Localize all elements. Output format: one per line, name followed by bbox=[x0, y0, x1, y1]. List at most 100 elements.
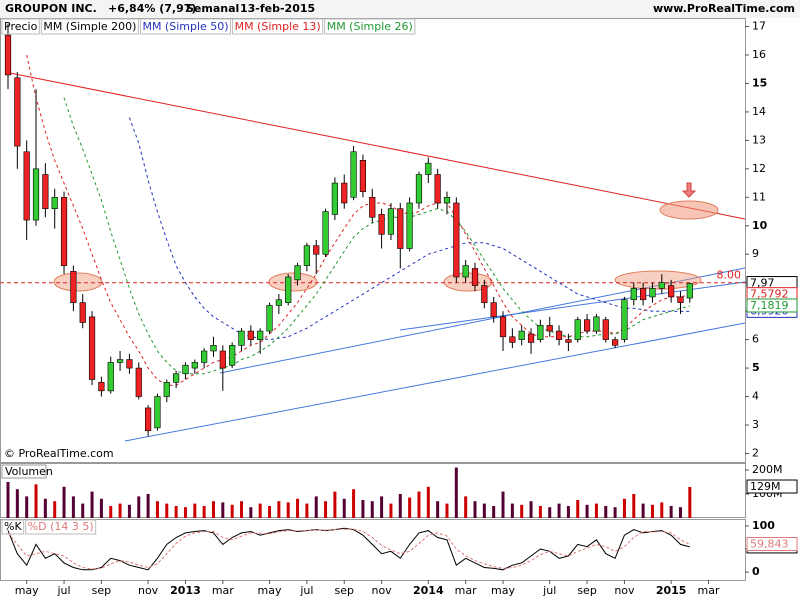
copyright: © ProRealTime.com bbox=[4, 447, 114, 460]
x-tick-label: jul bbox=[542, 584, 556, 597]
x-tick-label: jul bbox=[299, 584, 313, 597]
volume-legend bbox=[1, 464, 47, 479]
candle-body bbox=[145, 407, 152, 431]
candle-body bbox=[173, 373, 180, 383]
y-tick-label: 0 bbox=[752, 565, 760, 578]
volume-bar bbox=[641, 503, 645, 518]
header-title: GROUPON INC. bbox=[5, 2, 97, 15]
y-tick-label: 15 bbox=[752, 76, 767, 89]
volume-bar bbox=[202, 505, 206, 518]
candle-body bbox=[14, 77, 21, 147]
volume-bar bbox=[211, 501, 215, 518]
y-tick-label: 16 bbox=[752, 48, 766, 61]
value-tag-label: 129M bbox=[750, 480, 781, 493]
volume-bar bbox=[566, 505, 570, 518]
candle-body bbox=[499, 316, 507, 338]
volume-bar bbox=[548, 507, 552, 518]
candle-body bbox=[406, 202, 413, 249]
volume-bar bbox=[268, 505, 272, 518]
candle-body bbox=[154, 396, 161, 429]
candle-body bbox=[229, 345, 236, 366]
candle-body bbox=[313, 245, 320, 255]
candle-body bbox=[443, 197, 451, 204]
trend-line bbox=[219, 267, 746, 374]
candle-body bbox=[341, 182, 348, 204]
x-tick-label: may bbox=[258, 584, 282, 597]
candle-body bbox=[481, 285, 488, 303]
volume-bar bbox=[137, 496, 141, 518]
volume-bar bbox=[520, 504, 524, 518]
highlight bbox=[614, 270, 702, 290]
candle-body bbox=[247, 330, 254, 340]
candle-body bbox=[135, 367, 142, 397]
volume-bar bbox=[492, 505, 496, 518]
candle-body bbox=[32, 168, 40, 221]
candle-body bbox=[294, 265, 301, 281]
x-tick-label: sep bbox=[92, 584, 111, 597]
candle-body bbox=[602, 319, 609, 340]
volume-bar bbox=[221, 502, 225, 518]
header-site: www.ProRealTime.com bbox=[653, 2, 795, 15]
volume-bar bbox=[594, 503, 598, 518]
legend-box bbox=[1, 18, 40, 35]
volume-bar bbox=[296, 498, 300, 518]
legend-item: MM (Simple 13) bbox=[235, 20, 321, 33]
candle-body bbox=[331, 182, 339, 215]
candle-body bbox=[191, 362, 198, 369]
volume-bar bbox=[193, 503, 197, 518]
highlight bbox=[659, 200, 719, 220]
candle-body bbox=[593, 316, 600, 332]
volume-bar bbox=[398, 493, 402, 518]
volume-bar bbox=[146, 493, 150, 518]
y-tick-label: 4 bbox=[752, 390, 759, 403]
volume-bar bbox=[155, 501, 159, 518]
highlight bbox=[53, 272, 103, 292]
legend-item: MM (Simple 26) bbox=[327, 20, 413, 33]
volume-bar bbox=[174, 505, 178, 518]
candle-body bbox=[668, 285, 675, 298]
candle-body bbox=[350, 151, 357, 198]
candle-body bbox=[275, 299, 282, 306]
candle-body bbox=[201, 350, 208, 363]
volume-bar bbox=[90, 491, 94, 518]
candle-body bbox=[490, 302, 497, 318]
candle-body bbox=[527, 333, 535, 343]
y-tick-label: 13 bbox=[752, 133, 766, 146]
legend-box bbox=[25, 519, 97, 535]
candle-body bbox=[649, 288, 656, 298]
volume-bar bbox=[15, 489, 19, 518]
volume-bar bbox=[604, 505, 608, 518]
candle-body bbox=[565, 339, 572, 343]
candle-body bbox=[322, 211, 329, 255]
legend-box bbox=[1, 519, 25, 535]
volume-bar bbox=[426, 486, 430, 518]
volume-bar bbox=[650, 504, 654, 518]
candle-body bbox=[378, 214, 385, 235]
volume-bar bbox=[71, 496, 75, 518]
candle-body bbox=[303, 245, 310, 266]
candle-body bbox=[471, 268, 479, 286]
highlight bbox=[268, 272, 318, 292]
volume-bar bbox=[324, 501, 328, 518]
volume-bar bbox=[678, 507, 682, 518]
y-tick-label: 10 bbox=[752, 219, 768, 232]
header-change: +6,84% (7,97) bbox=[108, 2, 196, 15]
candle-body bbox=[387, 208, 395, 235]
volume-bar bbox=[622, 498, 626, 518]
header-bar bbox=[0, 0, 800, 18]
candle-body bbox=[219, 350, 226, 369]
volume-bar bbox=[688, 487, 692, 518]
x-tick-label: 2013 bbox=[170, 584, 201, 597]
trend-line bbox=[124, 322, 746, 442]
y-tick-label: 5 bbox=[752, 361, 760, 374]
volume-bar bbox=[127, 504, 131, 518]
volume-bar bbox=[352, 489, 356, 518]
volume-bar bbox=[361, 499, 365, 518]
volume-bar bbox=[510, 503, 514, 518]
volume-bar bbox=[585, 504, 589, 518]
x-tick-label: 2015 bbox=[656, 584, 687, 597]
candle-body bbox=[611, 339, 619, 346]
candle-body bbox=[509, 336, 516, 343]
candle-body bbox=[238, 330, 245, 346]
trend-line bbox=[4, 71, 746, 220]
